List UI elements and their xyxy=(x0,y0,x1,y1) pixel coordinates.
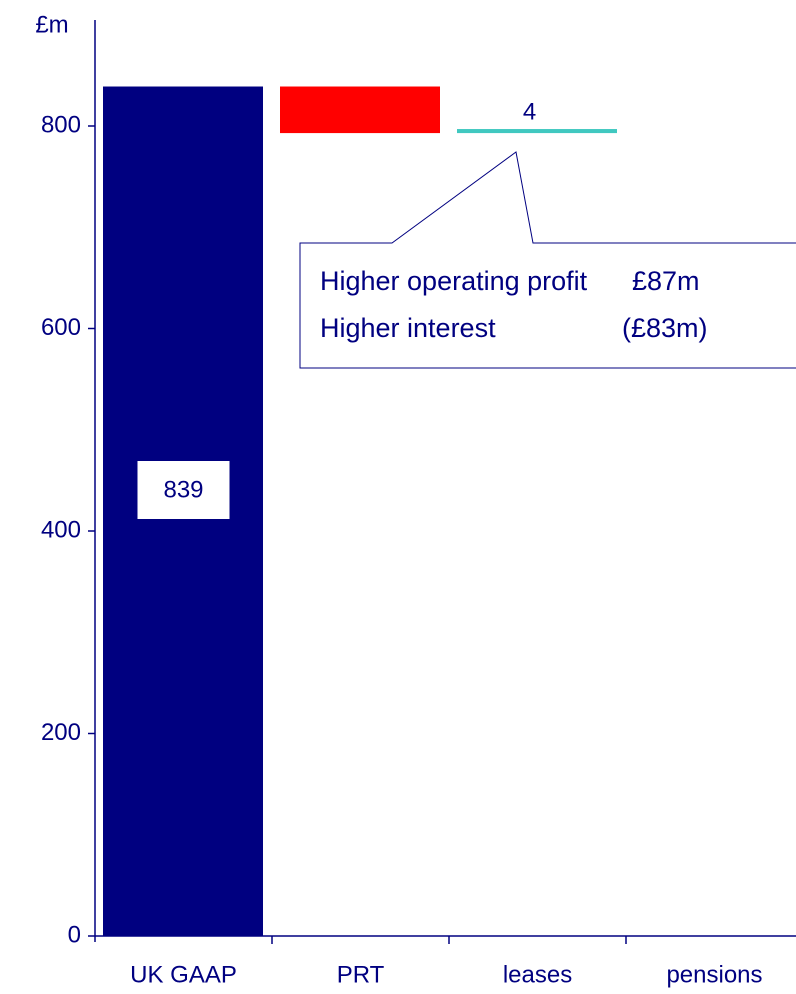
y-tick-label: 0 xyxy=(68,921,81,948)
y-tick-label: 800 xyxy=(41,111,81,138)
y-tick-label: 600 xyxy=(41,314,81,341)
y-tick-label: 200 xyxy=(41,719,81,746)
x-tick-label: UK GAAP xyxy=(130,961,237,988)
x-tick-label: PRT xyxy=(337,961,385,988)
y-axis-label: £m xyxy=(35,11,68,38)
annotation-text: Higher interest xyxy=(320,313,496,343)
annotation-amount: £87m xyxy=(632,266,700,296)
y-tick-label: 400 xyxy=(41,516,81,543)
annotation-amount: (£83m) xyxy=(622,313,708,343)
x-tick-label: leases xyxy=(503,961,572,988)
annotation-text: Higher operating profit xyxy=(320,266,588,296)
value-label: 839 xyxy=(163,476,203,503)
bar xyxy=(280,86,440,134)
bar xyxy=(457,129,617,134)
value-label-box xyxy=(137,461,230,519)
value-label: 4 xyxy=(523,98,536,125)
callout-box xyxy=(299,151,796,369)
x-tick-label: pensions xyxy=(666,961,762,988)
